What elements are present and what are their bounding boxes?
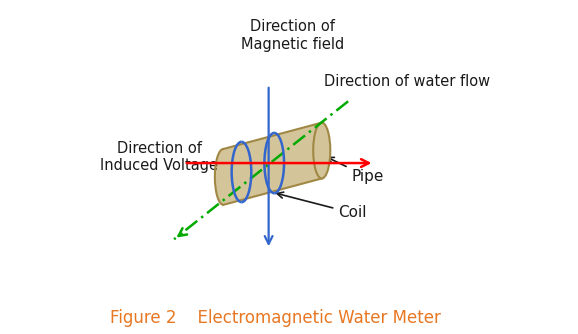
Text: Direction of water flow: Direction of water flow [324, 74, 490, 89]
Text: Figure 2    Electromagnetic Water Meter: Figure 2 Electromagnetic Water Meter [110, 309, 441, 327]
Text: Direction of
Magnetic field: Direction of Magnetic field [240, 19, 344, 52]
Polygon shape [224, 123, 322, 205]
Text: Direction of
Induced Voltage: Direction of Induced Voltage [100, 141, 218, 173]
Ellipse shape [215, 149, 232, 205]
Text: Pipe: Pipe [328, 157, 384, 184]
Text: Coil: Coil [277, 192, 367, 220]
Ellipse shape [313, 123, 330, 178]
